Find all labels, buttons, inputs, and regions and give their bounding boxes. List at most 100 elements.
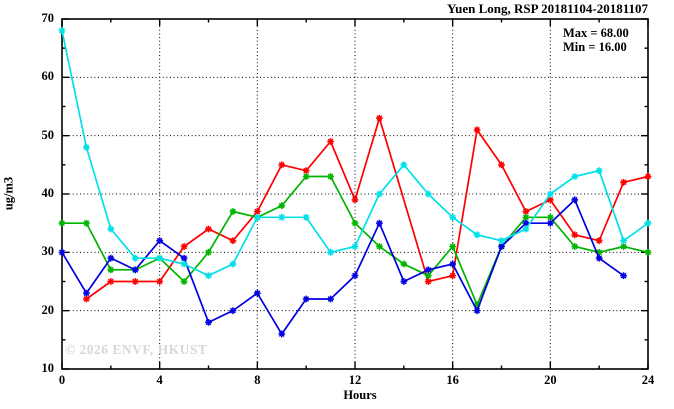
series-blue-marker	[498, 243, 505, 250]
series-red-marker	[302, 167, 310, 175]
y-tick-label: 70	[41, 11, 55, 25]
series-red-marker	[351, 196, 359, 204]
series-blue-marker	[131, 266, 139, 274]
y-tick-label: 30	[41, 244, 55, 259]
series-red-marker	[107, 278, 115, 285]
series-green-marker	[595, 248, 603, 256]
series-green-marker	[376, 243, 383, 250]
series-red-marker	[498, 161, 505, 169]
series-green-marker	[424, 272, 432, 280]
series-cyan-marker	[253, 213, 261, 221]
series-red-marker	[376, 114, 383, 122]
plot-frame	[61, 18, 649, 370]
series-red-marker	[424, 278, 432, 285]
series-cyan-marker	[498, 237, 505, 245]
series-cyan-marker	[180, 260, 188, 268]
min-annotation: Min = 16.00	[563, 40, 627, 54]
series-blue-marker	[327, 295, 334, 303]
series-cyan-marker	[571, 173, 579, 180]
series-red-marker	[644, 173, 652, 180]
series-green-marker	[522, 213, 530, 221]
x-tick-label: 0	[58, 373, 66, 387]
series-blue-marker	[546, 219, 554, 227]
series-blue-marker	[449, 260, 457, 268]
series-blue-marker	[473, 307, 481, 315]
series-blue-marker	[180, 254, 188, 262]
y-tick-label: 10	[41, 361, 55, 375]
y-tick-label: 20	[41, 302, 55, 317]
series-cyan-marker	[229, 260, 237, 268]
series-blue-marker	[229, 307, 237, 315]
series-cyan-marker	[473, 231, 481, 239]
series-green-marker	[351, 219, 359, 227]
series-green-marker	[229, 208, 237, 215]
series-red-marker	[571, 231, 579, 239]
series-cyan-marker	[424, 190, 432, 198]
series-red-marker	[253, 208, 261, 215]
series-blue-marker	[620, 272, 627, 280]
series-blue-marker	[400, 278, 408, 285]
x-axis-label: Hours	[343, 388, 377, 402]
series-red-marker	[522, 208, 530, 215]
series-red-marker	[229, 237, 237, 245]
series-blue-marker	[107, 254, 115, 262]
series-cyan-marker	[58, 27, 66, 35]
series-green-marker	[205, 248, 212, 256]
series-cyan-marker	[131, 254, 139, 262]
series-cyan-marker	[620, 237, 627, 245]
x-tick-label: 12	[348, 373, 362, 387]
series-green-marker	[278, 202, 286, 210]
series-cyan-marker	[205, 272, 212, 280]
series-blue-marker	[253, 289, 261, 297]
series-cyan-marker	[351, 243, 359, 250]
y-tick-label: 50	[41, 127, 55, 142]
series-red-marker	[449, 272, 457, 280]
series-blue-marker	[302, 295, 310, 303]
series-blue-marker	[58, 248, 66, 256]
series-cyan-marker	[546, 190, 554, 198]
max-min-annotation: Max = 68.00 Min = 16.00	[563, 26, 629, 54]
series-cyan-marker	[400, 161, 408, 169]
series-green-marker	[620, 243, 627, 250]
series-green-marker	[449, 243, 457, 250]
x-tick-label: 4	[156, 373, 163, 387]
series-cyan-marker	[327, 248, 334, 256]
series-red-marker	[473, 126, 481, 134]
y-tick-label: 60	[41, 69, 55, 84]
series-cyan-marker	[522, 225, 530, 233]
series-blue-marker	[595, 254, 603, 262]
series-green-marker	[302, 173, 310, 180]
series-cyan-marker	[449, 213, 457, 221]
series-blue-marker	[522, 219, 530, 227]
series-green-marker	[327, 173, 334, 180]
series-red-marker	[278, 161, 286, 169]
series-cyan-marker	[278, 213, 286, 221]
x-tick-label: 8	[254, 373, 261, 387]
series-cyan-marker	[107, 225, 115, 233]
series-red-marker	[620, 178, 627, 186]
series-blue-marker	[571, 196, 579, 204]
series-cyan-marker	[644, 219, 652, 227]
series-cyan-marker	[302, 213, 310, 221]
watermark: © 2026 ENVF, HKUST	[65, 342, 208, 357]
y-tick-label: 40	[41, 186, 55, 200]
series-green-marker	[546, 213, 554, 221]
chart-title: Yuen Long, RSP 20181104-20181107	[446, 1, 648, 16]
series-green-marker	[473, 301, 481, 309]
series-red-marker	[180, 243, 188, 250]
series-cyan-marker	[83, 143, 90, 151]
series-red-marker	[595, 237, 603, 245]
series-cyan-marker	[595, 167, 603, 175]
series-red-marker	[546, 196, 554, 204]
series-green-marker	[58, 219, 66, 227]
series-green-marker	[180, 278, 188, 285]
series-red-marker	[327, 138, 334, 145]
series-red-line	[85, 115, 649, 300]
series-green-marker	[644, 248, 652, 256]
series-green-marker	[83, 219, 90, 227]
x-tick-label: 16	[446, 373, 459, 387]
series-cyan-marker	[376, 190, 383, 198]
series-red-marker	[156, 278, 164, 285]
